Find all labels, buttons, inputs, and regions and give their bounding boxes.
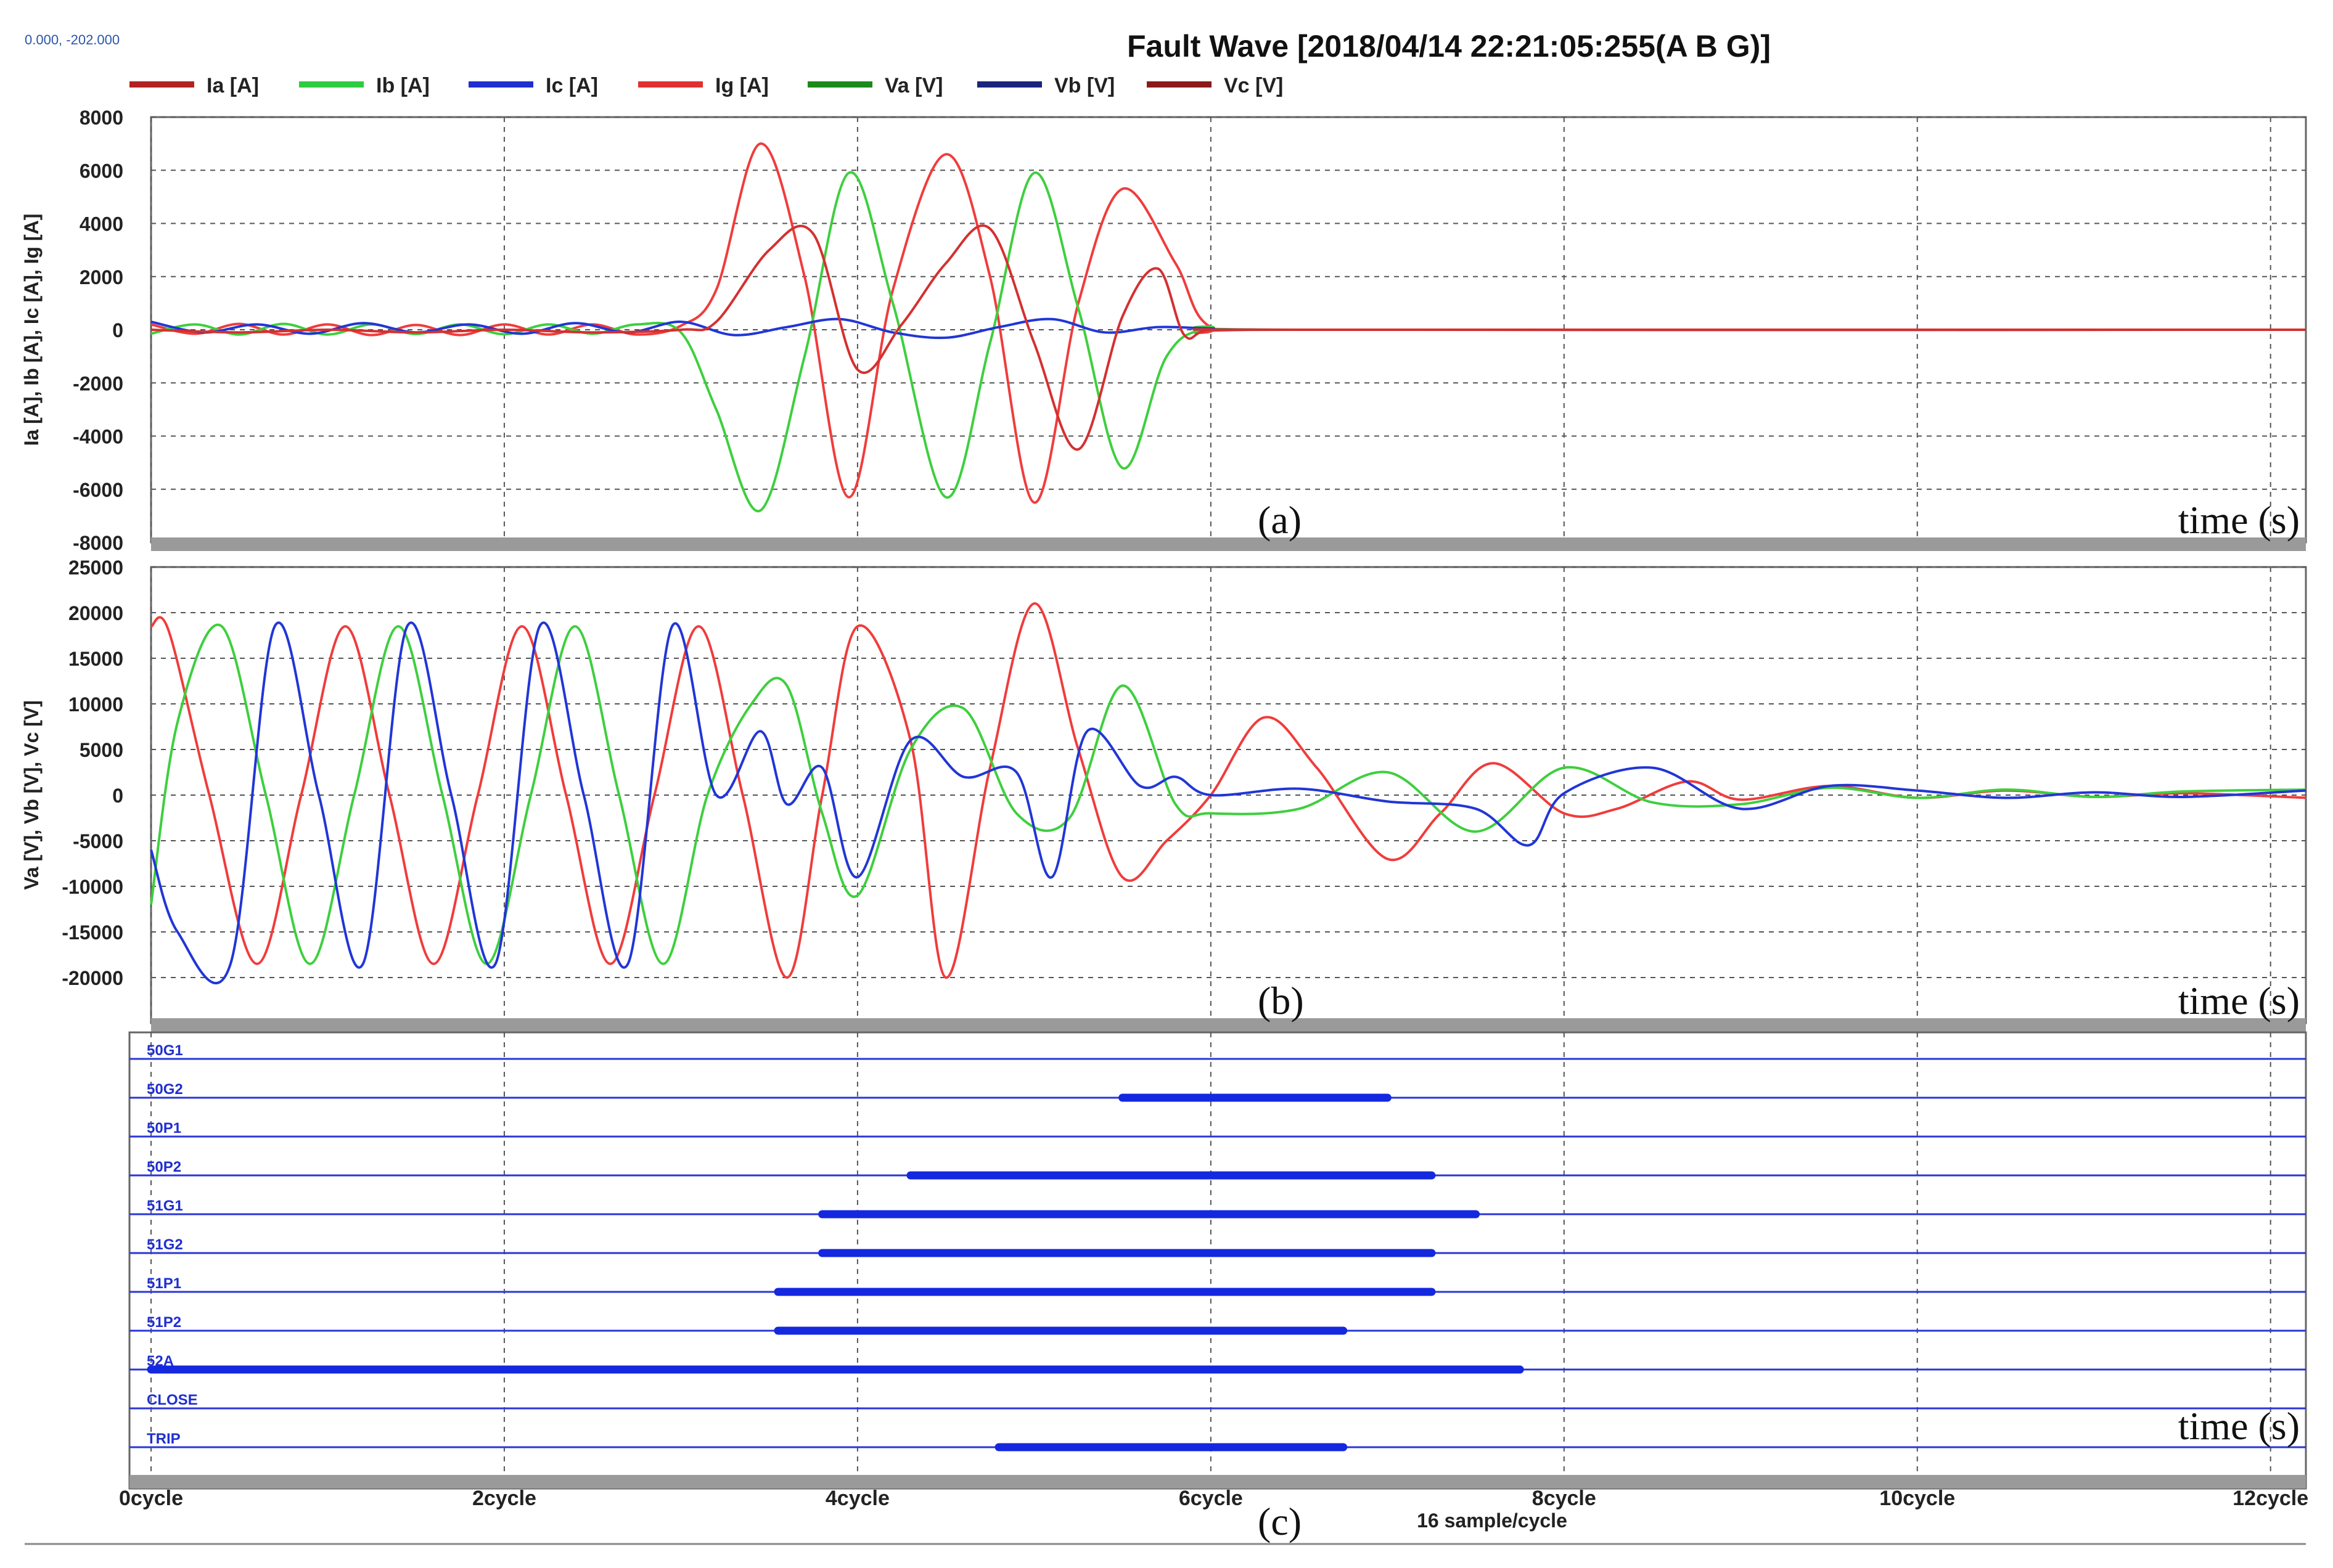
timeline-row-label: 50G2	[147, 1081, 183, 1098]
panel-b-ytick: 5000	[80, 739, 123, 761]
panel-b-series-1	[150, 623, 2306, 965]
chart-title: Fault Wave [2018/04/14 22:21:05:255(A B …	[1127, 29, 1771, 63]
panel-c-ruler	[129, 1475, 2306, 1488]
legend-label-6: Vc [V]	[1224, 74, 1283, 97]
timeline-row-label: 51G2	[147, 1236, 183, 1253]
panel-b-ylabel: Va [V], Vb [V], Vc [V]	[20, 700, 43, 890]
panel-a-ylabel: Ia [A], Ib [A], Ic [A], Ig [A]	[20, 214, 43, 446]
panel-a-ytick: 8000	[80, 107, 123, 129]
timeline-row-label: 51G1	[147, 1198, 183, 1214]
panel-b-ytick: 25000	[68, 557, 123, 579]
timeline-row-label: 51P1	[147, 1275, 181, 1292]
panel-a-ytick: 2000	[80, 266, 123, 288]
legend-label-3: Ig [A]	[715, 74, 769, 97]
legend-label-4: Va [V]	[885, 74, 943, 97]
panel-a-series-3	[150, 224, 2306, 451]
panel-b-series-2	[150, 621, 2306, 984]
timeline-row-label: 50G1	[147, 1042, 183, 1059]
panel-a-series-0	[150, 142, 2306, 504]
x-tick-label: 12cycle	[2233, 1487, 2308, 1510]
timeline-row-label: CLOSE	[147, 1392, 198, 1408]
panel-c: 50G150G250P150P251G151G251P151P252ACLOSE…	[25, 1031, 2308, 1545]
timeline-row-label: 50P2	[147, 1159, 181, 1175]
panel-a-ytick: -4000	[73, 426, 123, 448]
panel-b-ytick: 15000	[68, 648, 123, 670]
legend-label-5: Vb [V]	[1054, 74, 1115, 97]
x-tick-label: 0cycle	[119, 1487, 183, 1510]
panel-a-label: (a)	[1258, 498, 1302, 542]
panel-b-ytick: -5000	[73, 830, 123, 852]
panel-b-ruler	[151, 1018, 2306, 1032]
panel-b-ytick: 10000	[68, 693, 123, 716]
panel-a-ytick: -6000	[73, 479, 123, 501]
x-tick-label: 8cycle	[1532, 1487, 1596, 1510]
legend-label-1: Ib [A]	[376, 74, 430, 97]
samples-per-cycle: 16 sample/cycle	[1417, 1509, 1567, 1532]
panel-a-ytick: 4000	[80, 213, 123, 235]
panel-b-ytick: -10000	[62, 876, 123, 898]
legend-label-2: Ic [A]	[546, 74, 598, 97]
panel-b-series-0	[150, 602, 2306, 979]
panel-a-ytick: -8000	[73, 532, 123, 554]
panel-a-ruler	[151, 537, 2306, 551]
panel-b-ytick: 0	[112, 785, 123, 807]
panel-a-ytick: 0	[112, 319, 123, 341]
panel-c-xlabel: time (s)	[2178, 1404, 2300, 1448]
x-tick-label: 6cycle	[1179, 1487, 1243, 1510]
panel-c-frame	[128, 1031, 2307, 1490]
panel-b-label: (b)	[1258, 979, 1304, 1023]
panel-a: 8000 6000 4000 2000 0 -2000 -4000 -6000 -8000 Ia …	[20, 107, 2307, 554]
panel-a-ytick: -2000	[73, 372, 123, 394]
timeline-row-label: 51P2	[147, 1314, 181, 1331]
cursor-readout: 0.000, -202.000	[25, 32, 120, 47]
x-tick-label: 10cycle	[1879, 1487, 1955, 1510]
panel-a-ytick: 6000	[80, 160, 123, 182]
x-tick-label: 2cycle	[472, 1487, 536, 1510]
panel-b-xlabel: time (s)	[2178, 979, 2300, 1023]
panel-b: 25000 20000 15000 10000 5000 0 -5000 -10000 -150…	[20, 557, 2307, 1032]
panel-c-label: (c)	[1258, 1500, 1302, 1543]
panel-b-ytick: -15000	[62, 921, 123, 944]
panel-a-xlabel: time (s)	[2178, 498, 2300, 542]
legend-label-0: Ia [A]	[207, 74, 259, 97]
panel-b-ytick: -20000	[62, 967, 123, 989]
panel-b-ytick: 20000	[68, 602, 123, 624]
x-tick-label: 4cycle	[826, 1487, 890, 1510]
timeline-row-label: TRIP	[147, 1431, 181, 1447]
timeline-row-label: 50P1	[147, 1120, 181, 1137]
